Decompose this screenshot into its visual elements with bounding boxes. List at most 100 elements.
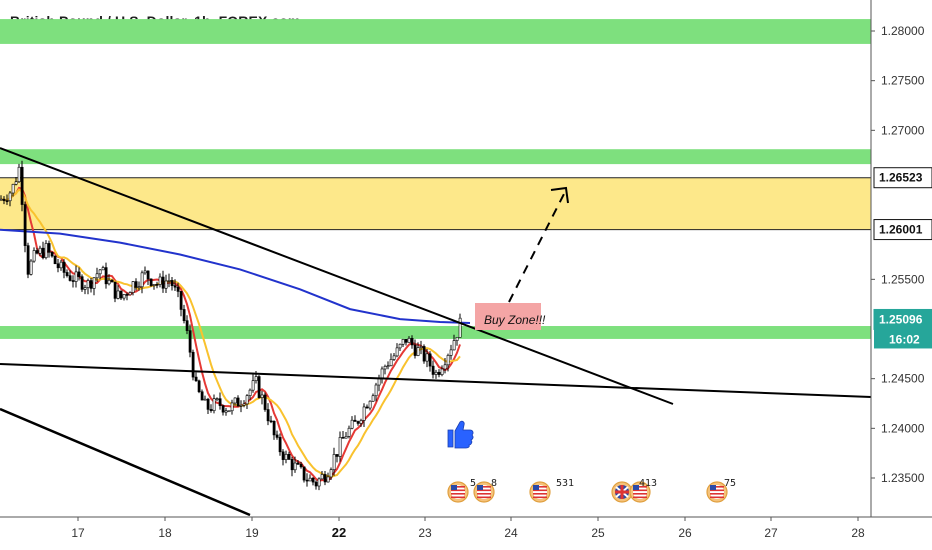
time-tick-label: 19 bbox=[245, 526, 259, 540]
time-tick-label: 18 bbox=[158, 526, 172, 540]
event-marker bbox=[529, 481, 551, 503]
time-tick-label: 22 bbox=[332, 525, 346, 540]
horizontal-support-line bbox=[0, 363, 872, 398]
candle bbox=[287, 451, 291, 460]
candle bbox=[221, 404, 225, 416]
sma-long-line bbox=[0, 228, 471, 324]
candle bbox=[41, 241, 45, 260]
candle bbox=[56, 258, 60, 273]
candle bbox=[260, 390, 264, 405]
candle-body bbox=[32, 250, 36, 262]
candle-body bbox=[392, 355, 396, 360]
candle bbox=[170, 276, 174, 291]
candle-body bbox=[71, 280, 75, 282]
time-tick-label: 27 bbox=[764, 526, 778, 540]
countdown-label: 16:02 bbox=[889, 332, 920, 346]
candle bbox=[440, 365, 444, 377]
candle-body bbox=[14, 181, 18, 185]
price-tick-label: 1.27500 bbox=[881, 74, 925, 88]
candle bbox=[176, 282, 180, 298]
us-flag-stripe bbox=[633, 496, 647, 499]
candle-body bbox=[119, 290, 123, 299]
candle bbox=[134, 278, 138, 291]
candle bbox=[17, 163, 21, 183]
zone-resistance-0 bbox=[0, 19, 871, 44]
candle bbox=[53, 255, 57, 265]
candle-body bbox=[65, 272, 69, 276]
candle-body bbox=[0, 198, 3, 201]
candle-body bbox=[101, 267, 105, 271]
projection-arrow-head bbox=[550, 186, 569, 204]
candle bbox=[74, 265, 78, 288]
candle-body bbox=[203, 398, 207, 401]
candle-body bbox=[440, 368, 444, 375]
candle-body bbox=[323, 474, 327, 483]
time-tick-label: 26 bbox=[678, 526, 692, 540]
candle-body bbox=[227, 410, 231, 413]
time-tick-label: 23 bbox=[418, 526, 432, 540]
ema-fast-line bbox=[0, 186, 461, 483]
event-marker bbox=[611, 481, 633, 503]
candle-body bbox=[380, 368, 384, 379]
price-axis[interactable]: 1.28000 1.27500 1.27000 1.25500 1.24500 1.240… bbox=[870, 0, 932, 517]
candle bbox=[275, 430, 279, 440]
candle-body bbox=[221, 405, 225, 413]
candle bbox=[86, 278, 90, 295]
candle-body bbox=[212, 398, 216, 411]
candle-body bbox=[434, 371, 438, 375]
us-flag-stripe bbox=[710, 489, 724, 492]
candle-body bbox=[5, 200, 9, 202]
event-marker bbox=[473, 481, 495, 503]
price-tag-1 bbox=[873, 219, 932, 241]
price-tick-label: 1.24000 bbox=[881, 421, 925, 435]
candle bbox=[293, 456, 297, 473]
candle bbox=[407, 336, 411, 343]
candle-body bbox=[395, 347, 399, 357]
thumbs-up-shape bbox=[447, 420, 474, 449]
candle bbox=[449, 344, 453, 360]
time-tick-label: 17 bbox=[71, 526, 85, 540]
candle-body bbox=[146, 270, 150, 280]
candle-body bbox=[137, 286, 141, 289]
candle-body bbox=[410, 338, 414, 346]
candle-body bbox=[338, 437, 342, 457]
candle bbox=[104, 262, 108, 289]
candle-body bbox=[341, 437, 345, 439]
candle-body bbox=[296, 462, 300, 465]
candle bbox=[332, 447, 336, 476]
candle bbox=[419, 340, 423, 355]
candle-body bbox=[29, 260, 33, 275]
descending-trendline bbox=[0, 147, 674, 405]
event-count-label: 8 bbox=[491, 478, 497, 489]
candle bbox=[320, 471, 324, 480]
candle-body bbox=[116, 290, 120, 299]
candle-body bbox=[164, 280, 168, 289]
candle bbox=[110, 279, 114, 283]
candle bbox=[197, 379, 201, 394]
candle bbox=[164, 274, 168, 293]
candle bbox=[167, 273, 171, 288]
time-axis[interactable]: 17 18 19 22 23 24 25 26 27 28 bbox=[0, 516, 932, 540]
candle bbox=[71, 275, 75, 288]
lower-channel-line bbox=[0, 407, 251, 517]
candle bbox=[413, 339, 417, 359]
candle bbox=[0, 195, 3, 201]
candle bbox=[2, 196, 6, 205]
candle-body bbox=[365, 406, 369, 409]
candle bbox=[233, 397, 237, 406]
annotations: Buy Zone!!! bbox=[447, 186, 569, 449]
candle bbox=[452, 334, 456, 351]
zone-support-3 bbox=[0, 326, 871, 339]
candle bbox=[32, 247, 36, 263]
countdown-tag bbox=[874, 329, 932, 349]
candle bbox=[185, 315, 189, 335]
candle bbox=[428, 351, 432, 372]
candle-body bbox=[419, 346, 423, 348]
candle-body bbox=[176, 286, 180, 292]
candle bbox=[50, 251, 54, 258]
candle-body bbox=[389, 359, 393, 366]
price-tag-label: 1.26523 bbox=[879, 171, 923, 185]
candle bbox=[242, 400, 246, 408]
us-flag-stripe bbox=[533, 489, 547, 492]
candle bbox=[155, 281, 159, 289]
